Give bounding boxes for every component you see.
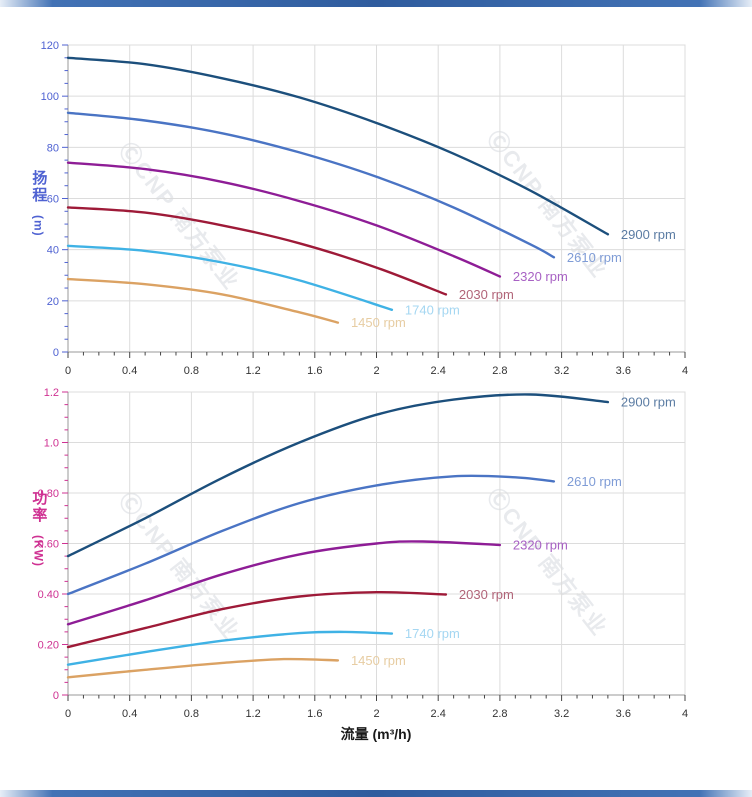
- power-curve-label-2320rpm: 2320 rpm: [513, 538, 568, 553]
- y-tick-label: 80: [47, 142, 59, 154]
- head-curve-2030rpm: [66, 206, 448, 296]
- x-tick-label: 0: [65, 708, 71, 720]
- y-tick-label: 0: [53, 347, 59, 359]
- head-curve-2320rpm: [66, 161, 502, 278]
- head-curve-label-1450rpm: 1450 rpm: [351, 315, 406, 330]
- x-tick-label: 3.6: [616, 708, 631, 720]
- power-curve-2610rpm: [66, 474, 556, 596]
- x-tick-label: 0.4: [122, 708, 137, 720]
- head-y-axis-title-text: 扬程: [30, 170, 48, 204]
- power-curve-2900rpm: [66, 393, 610, 558]
- y-tick-label: 0.80: [38, 488, 59, 500]
- head-y-axis-unit: (m): [31, 214, 46, 237]
- head-curve-2610rpm: [66, 111, 556, 259]
- head-curve-2900rpm: [66, 56, 610, 236]
- head-curve-label-2030rpm: 2030 rpm: [459, 287, 514, 302]
- power-chart: 0 0.4 0.8 1.2 1.6 2 2.4 2.8 3.2 3.6 4 0 0.20 0.40 0.60…: [38, 387, 688, 720]
- watermark-2: ⒸCNP 南方泵业: [114, 488, 245, 645]
- x-tick-label: 3.6: [616, 365, 631, 377]
- head-curve-1740rpm: [66, 244, 394, 311]
- x-tick-label: 3.2: [554, 365, 569, 377]
- x-tick-label: 2.8: [492, 708, 507, 720]
- x-tick-label: 2.4: [431, 708, 446, 720]
- x-tick-label: 2.4: [431, 365, 446, 377]
- y-tick-label: 1.0: [44, 438, 59, 450]
- power-curve-label-1740rpm: 1740 rpm: [405, 626, 460, 641]
- head-chart: 0 0.4 0.8 1.2 1.6 2 2.4 2.8 3.2 3.6 40204060801001…: [41, 40, 688, 377]
- power-y-axis-unit: (KW): [31, 534, 46, 567]
- x-tick-label: 4: [682, 365, 688, 377]
- power-y-axis-title: 功率 (KW): [22, 490, 54, 572]
- y-tick-label: 0: [53, 690, 59, 702]
- power-curve-label-2030rpm: 2030 rpm: [459, 587, 514, 602]
- x-tick-label: 0: [65, 365, 71, 377]
- y-tick-label: 100: [41, 91, 59, 103]
- watermark-3: ⒸCNP 南方泵业: [482, 484, 613, 641]
- x-tick-label: 1.2: [245, 365, 260, 377]
- power-curve-2320rpm: [66, 540, 502, 626]
- power-curve-label-2900rpm: 2900 rpm: [621, 395, 676, 410]
- x-tick-label: 3.2: [554, 708, 569, 720]
- y-tick-label: 20: [47, 296, 59, 308]
- x-tick-label: 2: [373, 365, 379, 377]
- y-tick-label: 120: [41, 40, 59, 52]
- head-curve-1450rpm: [66, 277, 340, 324]
- y-tick-label: 1.2: [44, 387, 59, 399]
- x-tick-label: 2.8: [492, 365, 507, 377]
- power-curve-1450rpm: [66, 657, 340, 679]
- y-tick-label: 0.60: [38, 539, 59, 551]
- y-tick-label: 40: [47, 245, 59, 257]
- power-curve-1740rpm: [66, 630, 394, 666]
- x-tick-label: 1.2: [245, 708, 260, 720]
- x-tick-label: 1.6: [307, 708, 322, 720]
- power-curve-label-2610rpm: 2610 rpm: [567, 474, 622, 489]
- head-curve-label-1740rpm: 1740 rpm: [405, 302, 460, 317]
- power-curve-2030rpm: [66, 590, 448, 649]
- bottom-gradient-bar: [0, 790, 752, 797]
- top-gradient-bar: [0, 0, 752, 7]
- x-tick-label: 0.4: [122, 365, 137, 377]
- head-curve-label-2610rpm: 2610 rpm: [567, 250, 622, 265]
- head-curve-label-2900rpm: 2900 rpm: [621, 227, 676, 242]
- x-tick-label: 4: [682, 708, 688, 720]
- x-tick-label: 1.6: [307, 365, 322, 377]
- head-curve-label-2320rpm: 2320 rpm: [513, 269, 568, 284]
- y-tick-label: 60: [47, 194, 59, 206]
- x-tick-label: 2: [373, 708, 379, 720]
- x-tick-label: 0.8: [184, 708, 199, 720]
- power-y-axis-title-text: 功率: [30, 490, 48, 524]
- y-tick-label: 0.20: [38, 640, 59, 652]
- y-tick-label: 0.40: [38, 589, 59, 601]
- x-tick-label: 0.8: [184, 365, 199, 377]
- power-curve-label-1450rpm: 1450 rpm: [351, 653, 406, 668]
- x-axis-title: 流量 (m³/h): [340, 726, 412, 742]
- head-y-axis-title: 扬程 (m): [22, 170, 54, 241]
